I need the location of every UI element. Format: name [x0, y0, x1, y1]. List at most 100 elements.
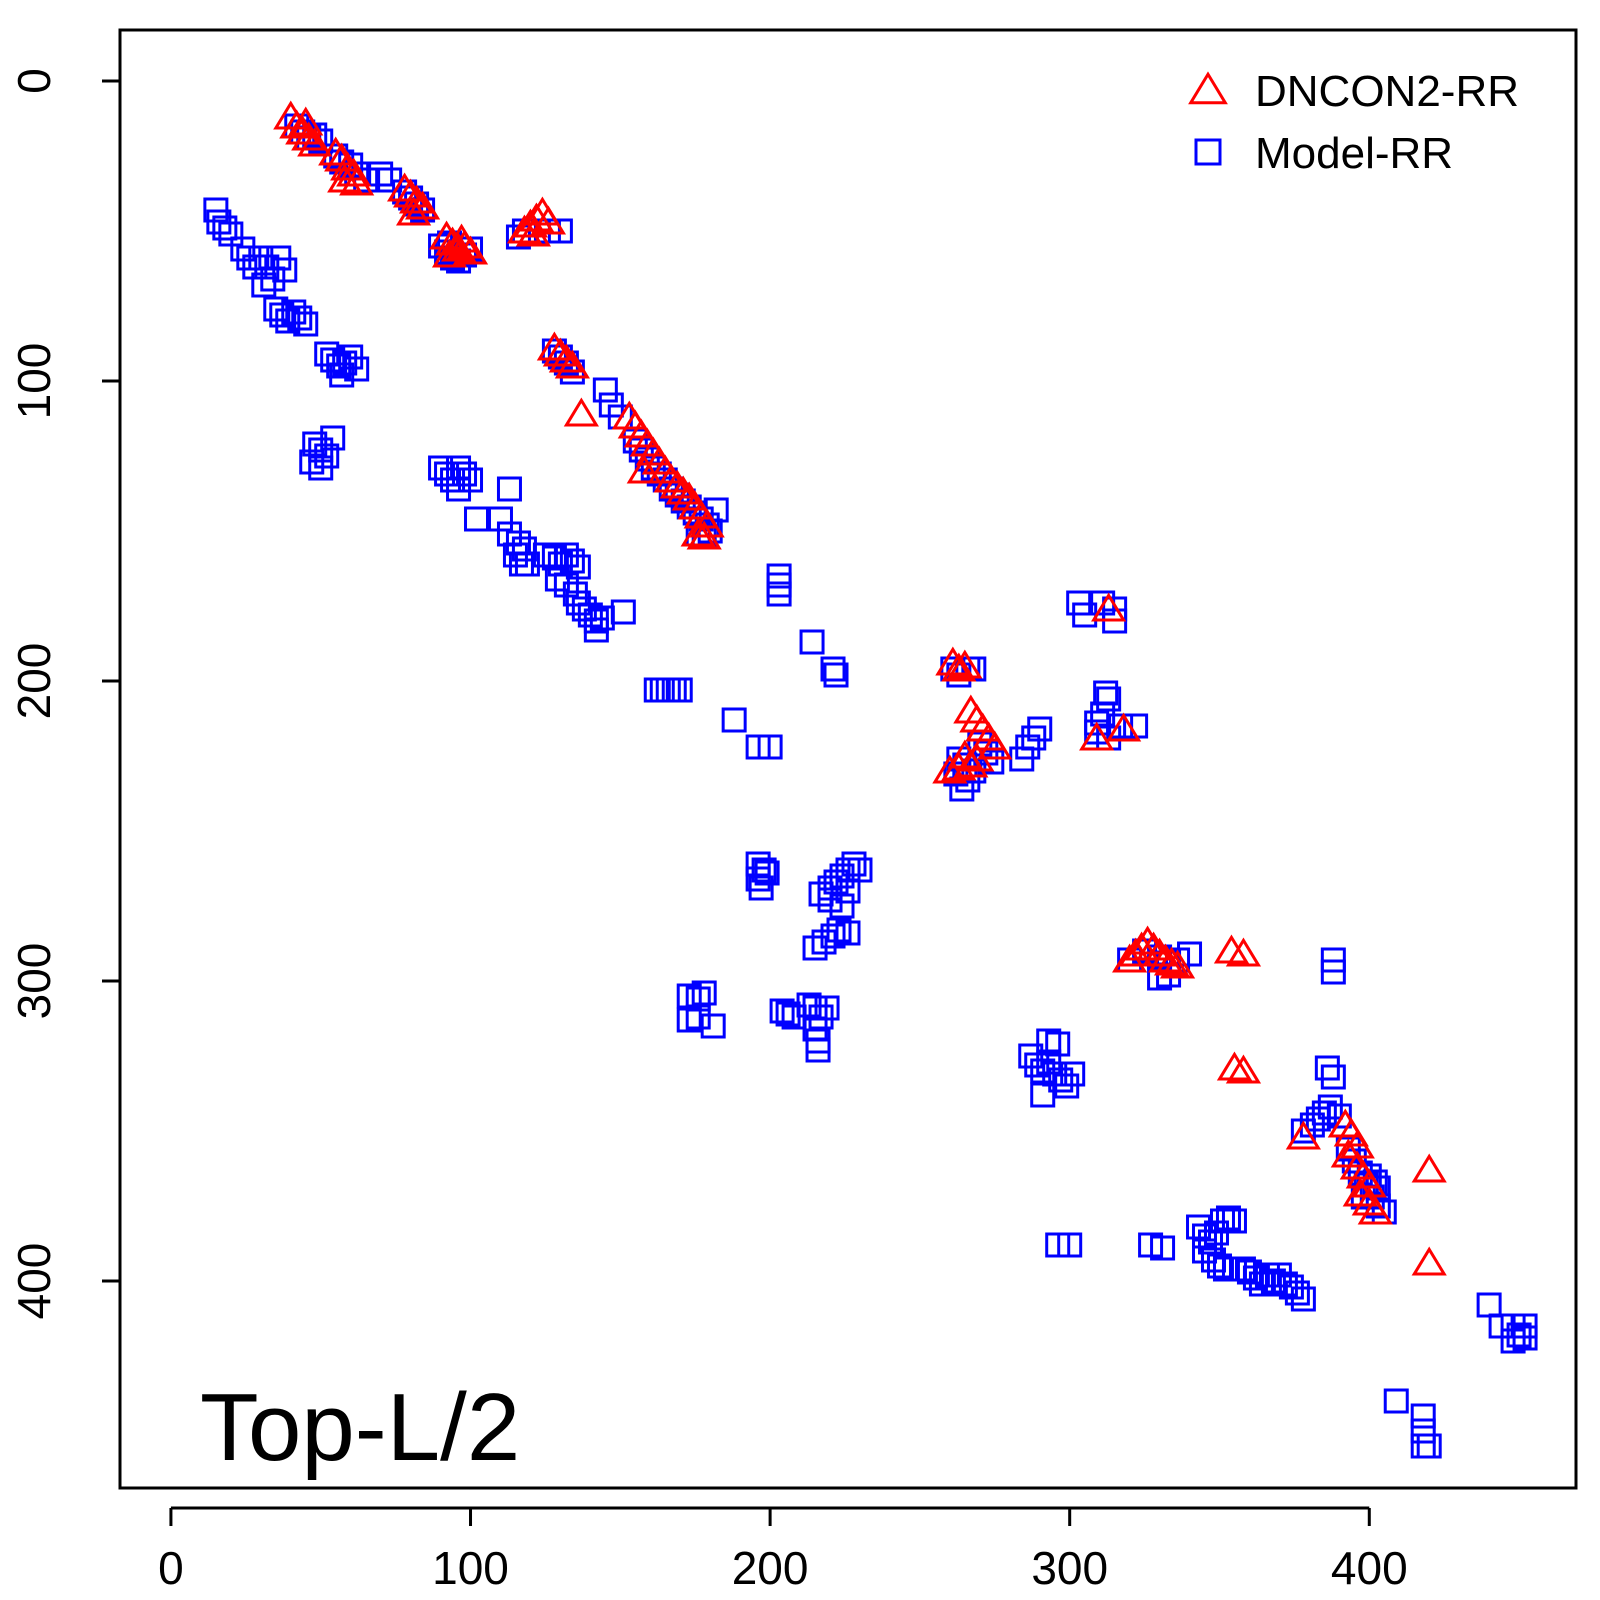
- point-model-rr: [1192, 1238, 1218, 1264]
- point-dncon2-rr: [1153, 946, 1190, 976]
- point-model-rr: [1500, 1328, 1526, 1354]
- point-dncon2-rr: [1225, 1054, 1262, 1084]
- point-dncon2-rr: [398, 184, 435, 214]
- point-model-rr: [841, 851, 867, 877]
- point-model-rr: [1314, 1055, 1340, 1081]
- point-dncon2-rr: [977, 730, 1013, 760]
- point-model-rr: [320, 425, 346, 451]
- point-dncon2-rr: [330, 151, 366, 181]
- point-model-rr: [1150, 1235, 1176, 1261]
- point-dncon2-rr: [1141, 937, 1178, 967]
- point-dncon2-rr: [1106, 712, 1142, 742]
- series-model-rr: [203, 113, 1538, 1459]
- legend-triangle-marker: [1188, 71, 1228, 105]
- data-marks: [203, 100, 1538, 1459]
- point-model-rr: [1326, 1103, 1352, 1129]
- point-model-rr: [820, 923, 846, 949]
- point-dncon2-rr: [339, 166, 375, 196]
- point-dncon2-rr: [542, 337, 579, 367]
- point-model-rr: [1506, 1322, 1532, 1348]
- point-model-rr: [212, 215, 238, 241]
- point-model-rr: [829, 893, 855, 919]
- point-model-rr: [1096, 686, 1122, 712]
- point-model-rr: [1317, 1094, 1343, 1120]
- point-model-rr: [1221, 1208, 1247, 1234]
- legend-label: Model-RR: [1255, 129, 1453, 178]
- point-dncon2-rr: [297, 127, 333, 157]
- point-model-rr: [610, 599, 636, 625]
- point-model-rr: [805, 1037, 831, 1063]
- point-model-rr: [293, 311, 319, 337]
- point-model-rr: [1027, 716, 1053, 742]
- point-model-rr: [979, 749, 1005, 775]
- legend: DNCON2-RR Model-RR: [1188, 67, 1519, 178]
- point-dncon2-rr: [548, 343, 584, 373]
- point-model-rr: [1060, 1061, 1086, 1087]
- point-dncon2-rr: [941, 652, 977, 682]
- point-model-rr: [1410, 1433, 1436, 1459]
- point-model-rr: [544, 566, 570, 592]
- point-model-rr: [820, 656, 846, 682]
- point-model-rr: [1290, 1286, 1316, 1312]
- x-tick-label: 200: [732, 1542, 809, 1594]
- point-model-rr: [251, 272, 277, 298]
- point-dncon2-rr: [279, 109, 315, 139]
- point-model-rr: [1036, 1028, 1062, 1054]
- point-model-rr: [676, 1007, 702, 1033]
- panel-label: Top-L/2: [200, 1374, 520, 1481]
- point-dncon2-rr: [1225, 937, 1262, 967]
- point-model-rr: [368, 161, 394, 187]
- y-axis: 0 100 200 300 400: [8, 68, 120, 1319]
- point-model-rr: [452, 461, 478, 487]
- point-model-rr: [700, 1013, 726, 1039]
- point-model-rr: [1284, 1280, 1310, 1306]
- point-model-rr: [748, 875, 774, 901]
- point-model-rr: [299, 449, 325, 475]
- point-model-rr: [1311, 1100, 1337, 1126]
- point-model-rr: [592, 377, 618, 403]
- point-model-rr: [287, 305, 313, 331]
- point-dncon2-rr: [686, 520, 722, 550]
- point-dncon2-rr: [1091, 592, 1127, 622]
- point-dncon2-rr: [947, 649, 983, 679]
- point-model-rr: [1206, 1253, 1232, 1279]
- point-dncon2-rr: [443, 223, 480, 253]
- point-model-rr: [1030, 1082, 1056, 1108]
- point-model-rr: [329, 362, 355, 388]
- point-model-rr: [1476, 1292, 1502, 1318]
- point-model-rr: [754, 860, 780, 886]
- point-dncon2-rr: [563, 397, 599, 427]
- legend-label: DNCON2-RR: [1255, 67, 1519, 116]
- point-model-rr: [1320, 959, 1346, 985]
- point-dncon2-rr: [1135, 931, 1172, 961]
- y-tick-label: 400: [8, 1243, 60, 1320]
- point-model-rr: [1320, 1064, 1346, 1090]
- point-dncon2-rr: [285, 115, 321, 145]
- x-tick-label: 0: [158, 1542, 184, 1594]
- point-dncon2-rr: [431, 238, 468, 268]
- point-model-rr: [766, 581, 792, 607]
- point-dncon2-rr: [1159, 949, 1196, 979]
- point-dncon2-rr: [680, 517, 716, 547]
- legend-square-marker: [1194, 138, 1222, 166]
- point-dncon2-rr: [336, 157, 372, 187]
- point-dncon2-rr: [395, 196, 432, 226]
- point-model-rr: [826, 917, 852, 943]
- x-tick-label: 300: [1031, 1542, 1108, 1594]
- point-model-rr: [272, 257, 298, 283]
- point-dncon2-rr: [1216, 1051, 1253, 1081]
- legend-item: Model-RR: [1194, 129, 1453, 178]
- point-dncon2-rr: [386, 172, 423, 202]
- point-model-rr: [835, 878, 861, 904]
- point-dncon2-rr: [959, 742, 995, 772]
- point-model-rr: [446, 476, 472, 502]
- point-model-rr: [1410, 1418, 1436, 1444]
- point-model-rr: [751, 857, 777, 883]
- plot-frame: [118, 28, 1578, 1490]
- point-model-rr: [496, 521, 522, 547]
- point-dncon2-rr: [554, 349, 590, 379]
- point-model-rr: [745, 851, 771, 877]
- point-dncon2-rr: [1411, 1153, 1447, 1183]
- point-dncon2-rr: [932, 754, 968, 784]
- x-tick-label: 100: [432, 1542, 509, 1594]
